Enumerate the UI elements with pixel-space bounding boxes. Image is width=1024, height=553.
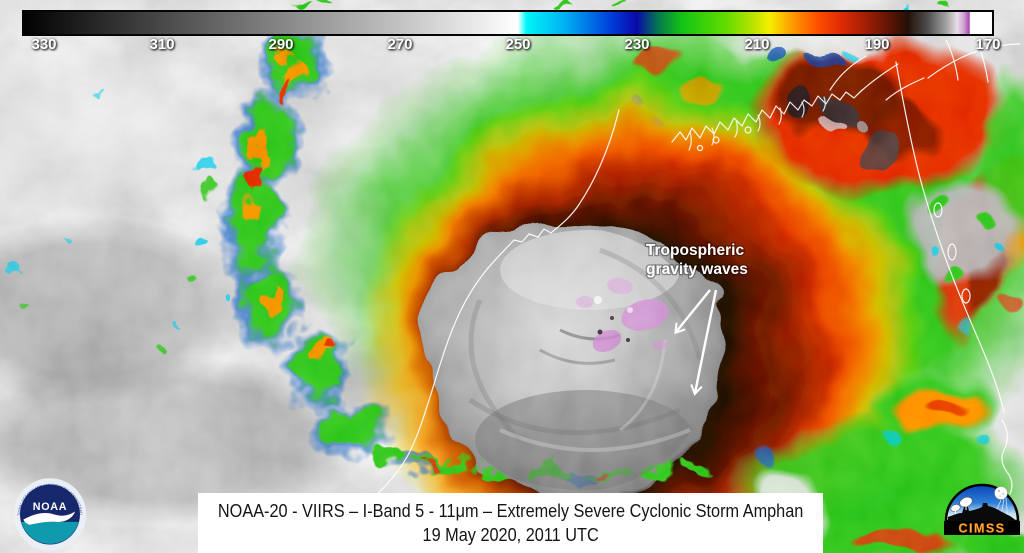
- caption-line-2: 19 May 2020, 2011 UTC: [422, 524, 599, 545]
- colorbar-tick-labels: 330 310 290 270 250 230 210 190 170: [0, 36, 1024, 54]
- noaa-gull-icon: [23, 511, 76, 525]
- colorbar-tick: 330: [31, 36, 57, 53]
- noaa-logo: NATIONAL OCEANIC AND ATMOSPHERIC ADMINIS…: [13, 476, 87, 551]
- cimss-dish-icon: [950, 496, 973, 514]
- annotation-line-1: Tropospheric: [646, 242, 745, 259]
- caption-line-1: NOAA-20 - VIIRS – I-Band 5 - 11μm – Extr…: [217, 500, 804, 521]
- annotation-gravity-waves: Tropospheric gravity waves: [645, 241, 749, 396]
- cimss-acronym: CIMSS: [958, 522, 1005, 536]
- gravity-waves-arrow: [690, 289, 718, 396]
- colorbar-tick: 170: [975, 36, 1001, 53]
- colorbar-tick: 250: [505, 36, 531, 53]
- colorbar-tick: 310: [149, 36, 175, 53]
- colorbar-tick: 190: [864, 36, 890, 53]
- cimss-logo: CIMSS: [944, 483, 1020, 536]
- noaa-acronym: NOAA: [33, 501, 68, 513]
- colorbar-tick: 270: [387, 36, 413, 53]
- coastline-myanmar: [895, 61, 1005, 413]
- colorbar-tick: 210: [744, 36, 770, 53]
- coastline-delta: [671, 89, 863, 143]
- gravity-waves-arrow: [674, 289, 711, 335]
- coastline-india: [312, 109, 620, 546]
- cimss-ground-silhouette: [948, 503, 1016, 521]
- temperature-colorbar: [22, 10, 994, 36]
- colorbar-tick: 290: [268, 36, 294, 53]
- noaa-sea: [21, 521, 79, 545]
- cimss-banner: [944, 521, 1020, 535]
- caption: NOAA-20 - VIIRS – I-Band 5 - 11μm – Extr…: [198, 493, 823, 553]
- annotation-line-2: gravity waves: [646, 261, 748, 278]
- colorbar-tick: 230: [624, 36, 650, 53]
